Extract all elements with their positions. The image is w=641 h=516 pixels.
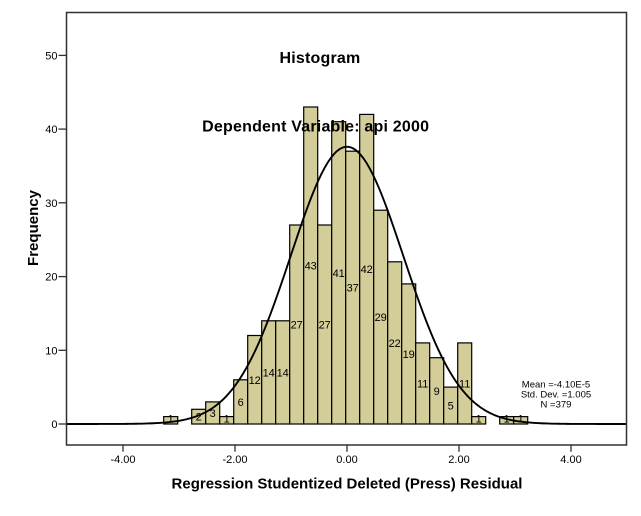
svg-text:27: 27 xyxy=(291,320,303,332)
svg-text:Std. Dev. =1.005: Std. Dev. =1.005 xyxy=(521,390,591,401)
svg-text:50: 50 xyxy=(45,50,57,62)
svg-text:0: 0 xyxy=(51,419,57,431)
svg-text:Histogram: Histogram xyxy=(280,50,361,67)
svg-text:14: 14 xyxy=(263,367,275,379)
svg-text:27: 27 xyxy=(319,320,331,332)
svg-text:Regression Studentized Deleted: Regression Studentized Deleted (Press) R… xyxy=(172,476,523,493)
svg-text:-2.00: -2.00 xyxy=(222,454,247,466)
svg-text:22: 22 xyxy=(389,338,401,350)
svg-text:6: 6 xyxy=(238,397,244,409)
svg-text:10: 10 xyxy=(45,345,57,357)
svg-text:40: 40 xyxy=(45,124,57,136)
svg-text:9: 9 xyxy=(434,386,440,398)
svg-text:1: 1 xyxy=(224,414,230,426)
svg-text:Dependent Variable: api 2000: Dependent Variable: api 2000 xyxy=(202,119,429,136)
svg-text:4.00: 4.00 xyxy=(560,454,581,466)
svg-text:11: 11 xyxy=(459,379,470,391)
svg-text:3: 3 xyxy=(210,408,216,420)
svg-text:11: 11 xyxy=(417,379,428,391)
svg-text:29: 29 xyxy=(375,312,387,324)
svg-text:1: 1 xyxy=(168,414,174,426)
svg-text:43: 43 xyxy=(305,261,317,273)
svg-text:1: 1 xyxy=(518,414,524,426)
svg-text:Mean =-4.10E-5: Mean =-4.10E-5 xyxy=(522,379,590,390)
svg-text:Frequency: Frequency xyxy=(25,189,42,266)
svg-text:12: 12 xyxy=(249,375,261,387)
svg-text:2: 2 xyxy=(196,412,202,424)
svg-text:2.00: 2.00 xyxy=(448,454,469,466)
svg-text:1: 1 xyxy=(504,414,510,426)
svg-text:37: 37 xyxy=(347,283,359,295)
svg-text:41: 41 xyxy=(333,268,345,280)
svg-text:-4.00: -4.00 xyxy=(110,454,135,466)
svg-text:N =379: N =379 xyxy=(541,400,572,411)
svg-text:14: 14 xyxy=(277,367,289,379)
svg-text:19: 19 xyxy=(403,349,415,361)
svg-text:20: 20 xyxy=(45,272,57,284)
svg-text:42: 42 xyxy=(361,264,373,276)
svg-text:30: 30 xyxy=(45,198,57,210)
svg-text:1: 1 xyxy=(476,414,482,426)
svg-text:0.00: 0.00 xyxy=(336,454,357,466)
svg-text:5: 5 xyxy=(448,401,454,413)
